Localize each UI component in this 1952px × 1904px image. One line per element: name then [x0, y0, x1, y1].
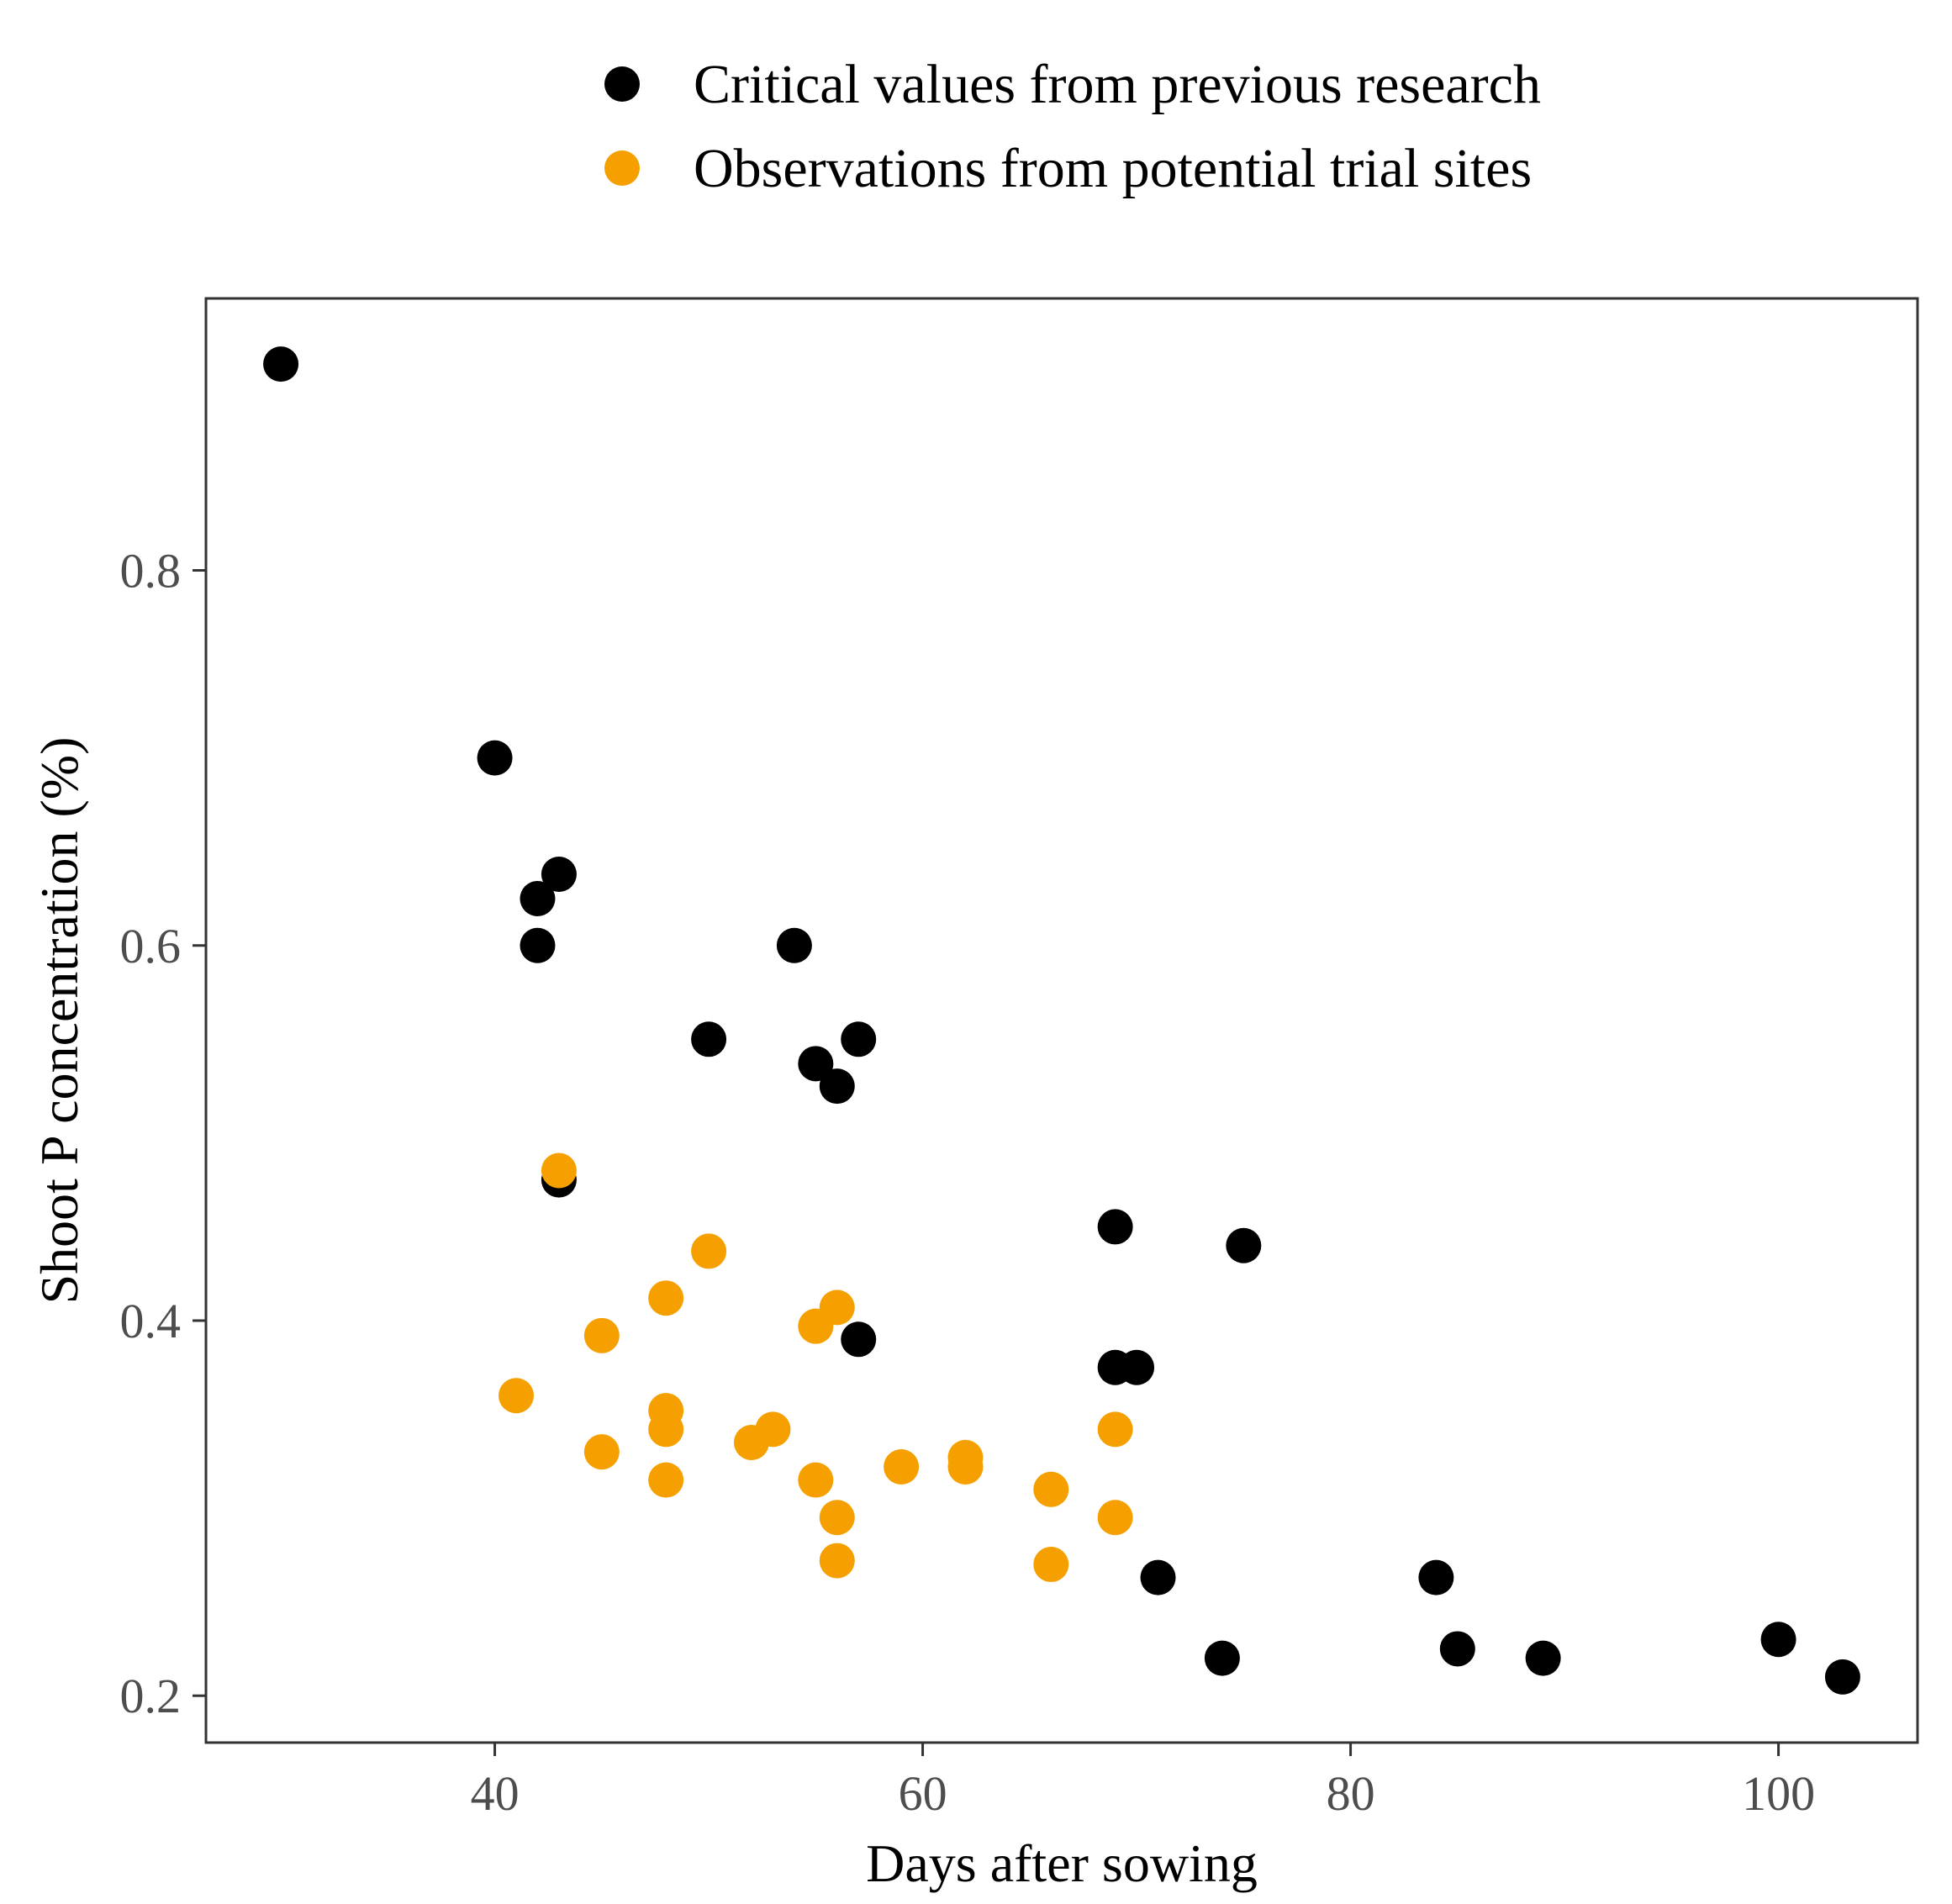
x-tick-label: 60 [899, 1766, 947, 1821]
x-tick-label: 80 [1327, 1766, 1375, 1821]
observation-point [884, 1449, 920, 1485]
observation-point [648, 1280, 684, 1316]
x-axis-title: Days after sowing [866, 1833, 1258, 1893]
observation-point [583, 1317, 620, 1353]
observation-point [1033, 1471, 1069, 1507]
y-tick-label: 0.6 [120, 919, 182, 973]
observation-point [648, 1462, 684, 1498]
critical-value-point [798, 1046, 834, 1082]
legend-label-critical: Critical values from previous research [694, 54, 1541, 115]
observation-point [798, 1308, 834, 1344]
legend: Critical values from previous research O… [604, 54, 1541, 199]
critical-value-point [1418, 1559, 1454, 1595]
critical-value-point [841, 1321, 877, 1358]
series-observations [499, 1152, 1133, 1583]
critical-value-point [520, 880, 556, 916]
observation-point [819, 1500, 855, 1536]
critical-value-point [1760, 1622, 1796, 1658]
critical-value-point [1204, 1640, 1240, 1676]
observation-point [691, 1233, 727, 1269]
observation-point [1097, 1411, 1133, 1448]
data-points [263, 346, 1860, 1695]
observation-point [1097, 1500, 1133, 1536]
critical-value-point [541, 856, 577, 892]
observation-point [819, 1543, 855, 1579]
legend-marker-critical [604, 66, 640, 102]
critical-value-point [263, 346, 299, 382]
y-tick-label: 0.4 [120, 1294, 182, 1348]
critical-value-point [1226, 1227, 1262, 1263]
critical-value-point [520, 927, 556, 963]
critical-value-point [1525, 1640, 1561, 1676]
plot-panel [204, 297, 1919, 1744]
observation-point [648, 1411, 684, 1448]
observation-point [1033, 1547, 1069, 1583]
critical-value-point [477, 740, 513, 776]
critical-value-point [841, 1021, 877, 1057]
legend-label-observations: Observations from potential trial sites [694, 138, 1532, 199]
observation-point [541, 1152, 577, 1189]
critical-value-point [1119, 1349, 1155, 1385]
critical-value-point [1439, 1631, 1475, 1667]
y-axis-title: Shoot P concentration (%) [29, 737, 89, 1305]
observation-point [583, 1434, 620, 1470]
observation-point [499, 1378, 535, 1414]
y-tick-label: 0.8 [120, 544, 182, 599]
critical-value-point [776, 927, 812, 963]
observation-point [733, 1425, 769, 1461]
legend-marker-observations [604, 150, 640, 186]
x-axis: 40 60 80 100 [471, 1743, 1815, 1821]
series-critical-values [263, 346, 1860, 1695]
critical-value-point [1140, 1559, 1176, 1595]
y-axis: 0.2 0.4 0.6 0.8 [120, 544, 206, 1723]
observation-point [947, 1449, 984, 1485]
critical-value-point [691, 1021, 727, 1057]
critical-value-point [1824, 1659, 1860, 1695]
critical-value-point [819, 1068, 855, 1105]
critical-value-point [1097, 1209, 1133, 1245]
x-tick-label: 100 [1742, 1766, 1815, 1821]
observation-point [798, 1462, 834, 1498]
y-tick-label: 0.2 [120, 1669, 182, 1723]
x-tick-label: 40 [471, 1766, 520, 1821]
